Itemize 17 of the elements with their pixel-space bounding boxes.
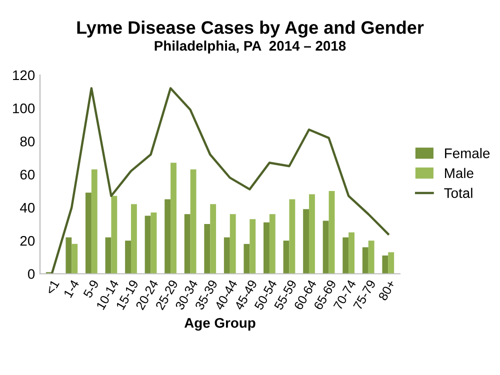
chart-subtitle: Philadelphia, PA 2014 – 2018	[154, 40, 346, 54]
chart-title: Lyme Disease Cases by Age and Gender	[77, 20, 424, 38]
y-tick-label: 40	[20, 202, 35, 213]
x-tick-label: 80+	[378, 279, 396, 302]
y-tick-label: 100	[13, 103, 35, 114]
legend-label: Male	[445, 168, 474, 178]
x-tick-label: 5-9	[82, 279, 100, 298]
legend-label: Female	[445, 148, 490, 158]
x-tick-label: <1	[45, 279, 60, 295]
x-tick-label: 1-4	[63, 279, 80, 298]
y-tick-label: 0	[28, 269, 35, 279]
y-tick-label: 80	[20, 136, 35, 146]
y-tick-label: 60	[20, 170, 35, 180]
y-tick-label: 120	[13, 70, 35, 80]
legend-label: Total	[444, 188, 472, 198]
x-axis-title: Age Group	[184, 318, 256, 331]
y-tick-label: 20	[20, 236, 35, 246]
